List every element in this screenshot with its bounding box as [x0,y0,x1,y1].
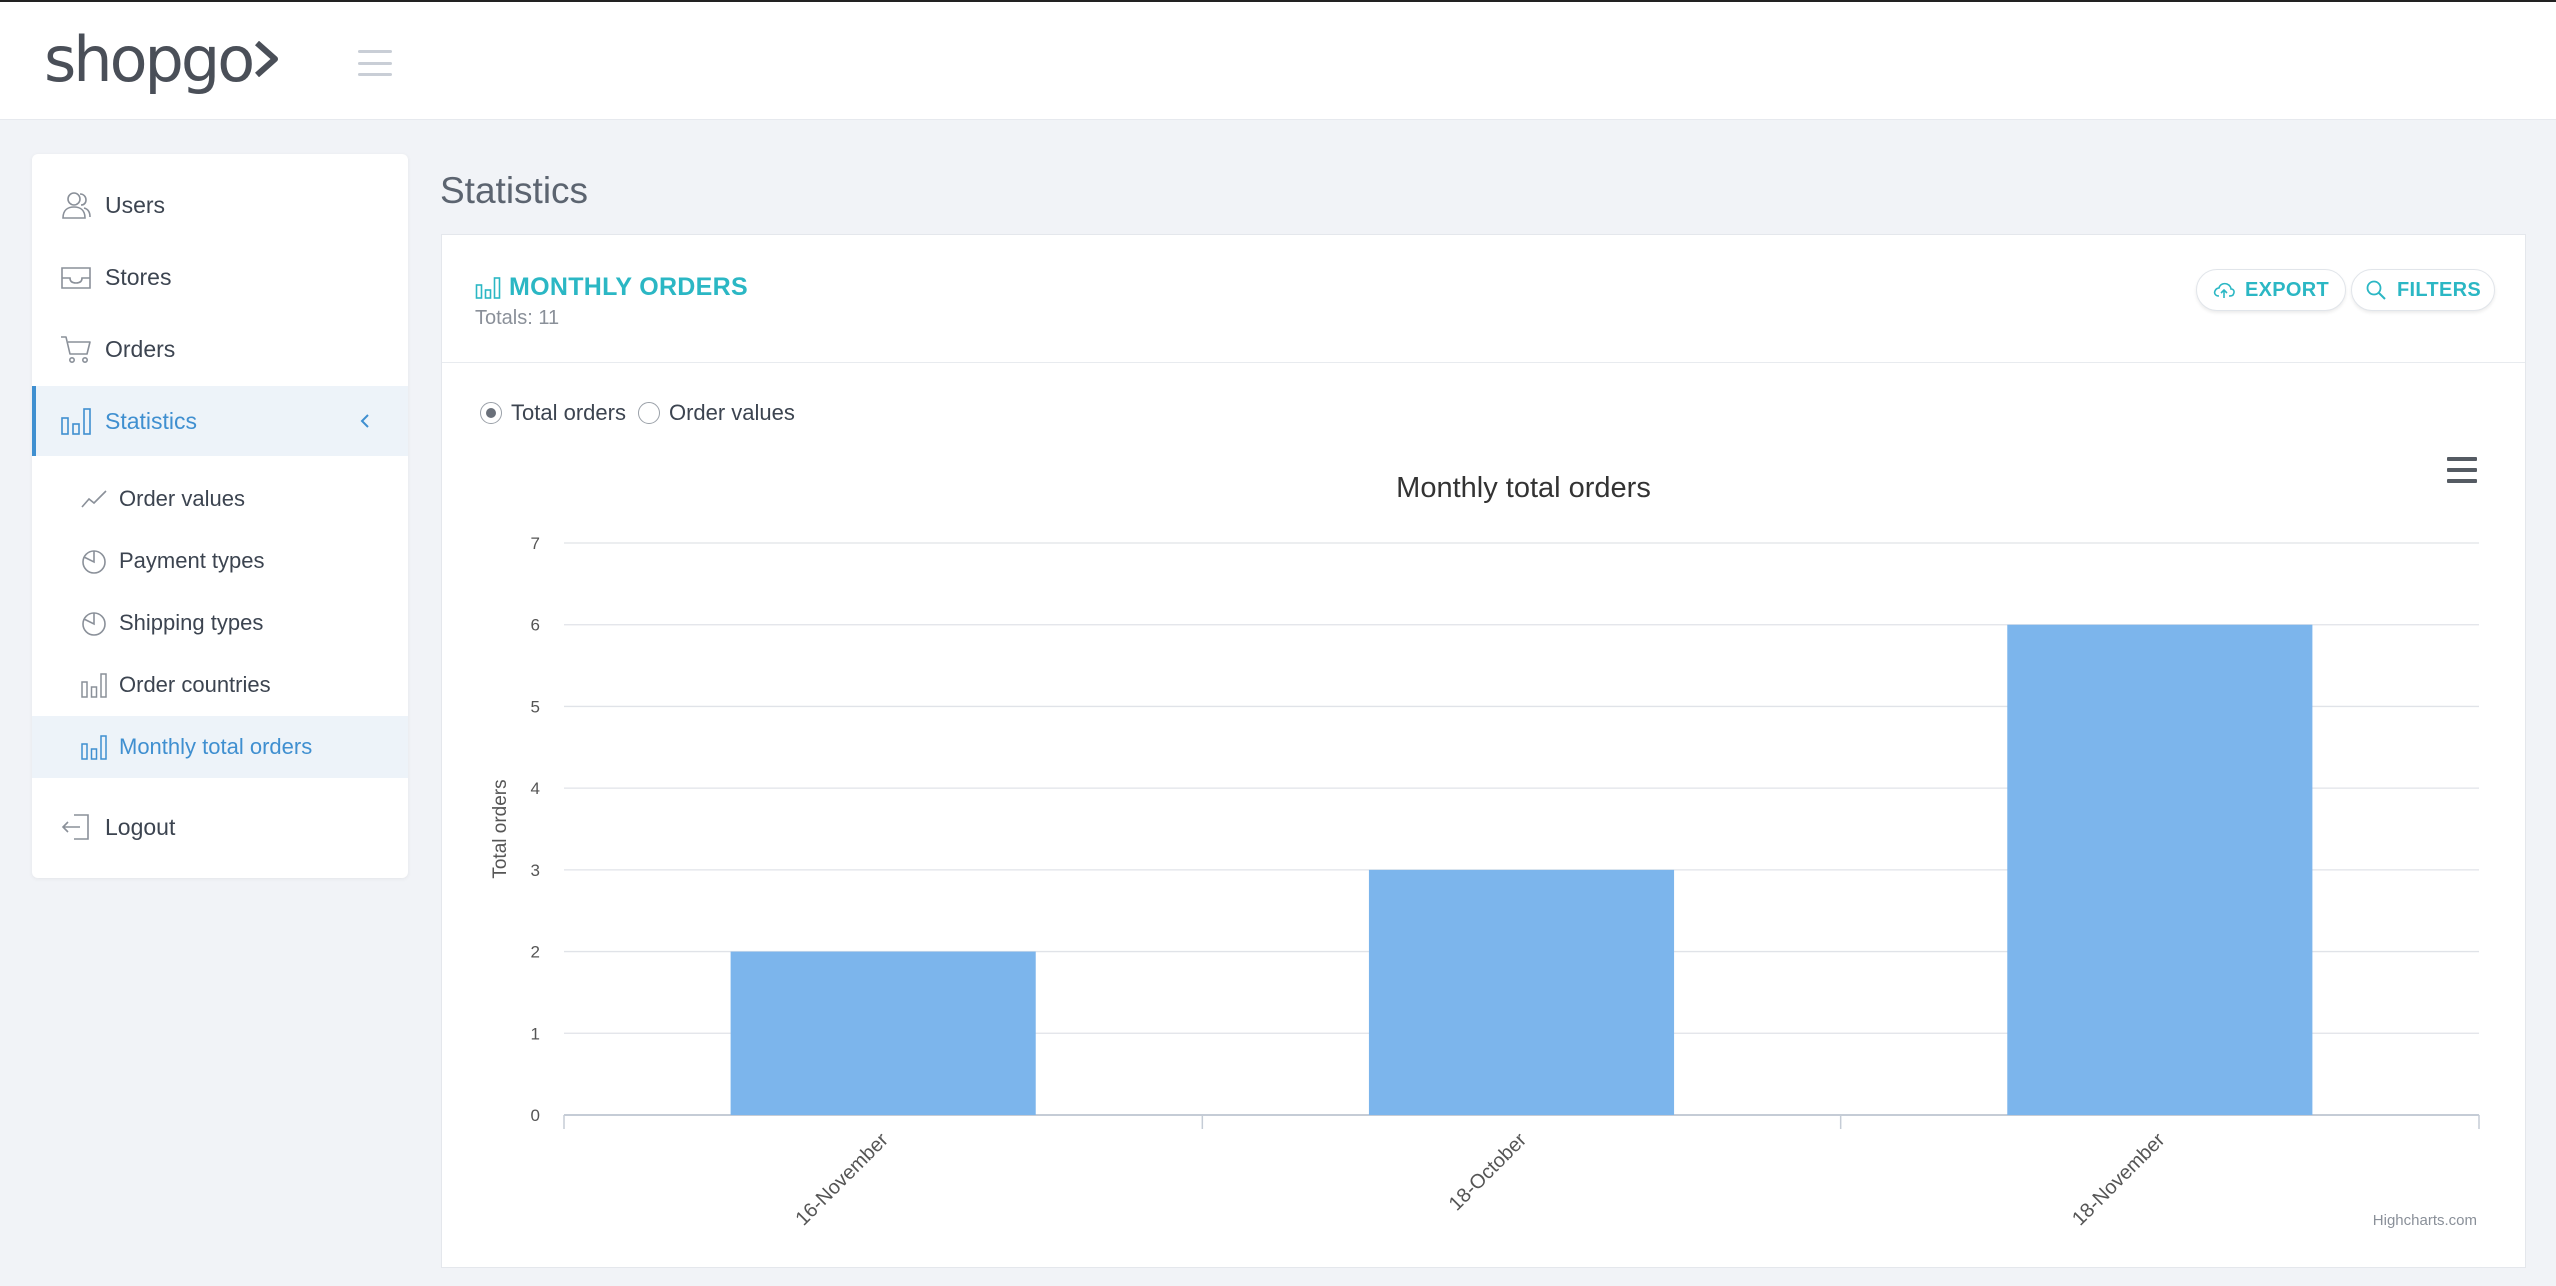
sidebar-item-logout[interactable]: Logout [32,792,408,862]
x-tick-label: 16-November [791,1129,892,1230]
inbox-icon [61,267,91,289]
bar [2007,624,2313,1115]
sidebar-subitem-label: Shipping types [119,610,264,635]
sidebar-subitem-order-countries[interactable]: Order countries [32,654,408,716]
y-tick-label: 5 [531,697,540,716]
y-axis-label: Total orders [490,779,511,878]
chart-title: Monthly total orders [1396,472,1651,504]
radio-button-selected[interactable] [480,402,502,424]
y-tick-label: 7 [531,534,540,553]
logo-text: shopgo [44,22,255,96]
card-title: MONTHLY ORDERS [509,273,748,301]
logo-chevron-icon [255,41,279,77]
radio-total-orders[interactable]: Total orders [480,400,626,426]
radio-label: Order values [668,400,795,425]
sidebar-item-label: Statistics [105,407,198,434]
bar [730,951,1036,1115]
sidebar-subitem-payment-types[interactable]: Payment types [32,530,408,592]
export-button[interactable]: EXPORT [2196,269,2346,311]
cloud-upload-icon [2213,282,2235,298]
sidebar-subitem-label: Order values [119,486,245,511]
filters-label: FILTERS [2397,278,2481,301]
chart-context-menu-icon[interactable] [2447,457,2477,483]
bar-chart-icon [81,673,107,698]
card-header: MONTHLY ORDERS Totals: 11 EXPORT FILTERS [442,235,2525,363]
page-title: Statistics [440,170,589,211]
bar-chart-icon [81,735,107,760]
sidebar-subitem-label: Order countries [119,672,271,697]
card-title-group: MONTHLY ORDERS [475,273,748,302]
top-bar: shopgo [0,0,2556,120]
pie-chart-icon [82,550,106,574]
monthly-orders-card: MONTHLY ORDERS Totals: 11 EXPORT FILTERS… [441,234,2526,1268]
cart-icon [61,336,91,363]
y-tick-label: 0 [531,1106,540,1125]
y-tick-label: 3 [531,861,540,880]
sidebar-item-label: Logout [105,813,176,840]
bar-chart-icon [475,276,501,299]
bar [1368,869,1675,1115]
line-chart-icon [81,490,107,508]
radio-label: Total orders [511,400,626,425]
menu-toggle-icon[interactable] [358,50,392,76]
sidebar-item-users[interactable]: Users [32,170,408,240]
chart-mode-radio-group: Total orders Order values [480,400,807,426]
bar-chart-icon [61,408,91,435]
x-tick-label: 18-November [2068,1129,2169,1230]
monthly-total-orders-chart: Monthly total orders 0 1 2 3 4 5 6 7 Total orders… [490,472,2480,1230]
search-icon [2366,280,2386,300]
y-tick-label: 6 [531,616,540,635]
export-label: EXPORT [2244,278,2330,301]
sidebar-item-statistics[interactable]: Statistics [32,386,408,456]
radio-order-values[interactable]: Order values [637,400,795,426]
sidebar-item-label: Orders [105,335,176,362]
chevron-left-icon[interactable] [358,410,372,432]
sidebar-subitem-label: Payment types [119,548,265,573]
sidebar-item-orders[interactable]: Orders [32,314,408,384]
sidebar-subitem-order-values[interactable]: Order values [32,468,408,530]
sidebar-subitem-shipping-types[interactable]: Shipping types [32,592,408,654]
y-tick-label: 2 [531,943,540,962]
y-tick-label: 1 [531,1024,540,1043]
totals-text: Totals: 11 [475,307,560,329]
pie-chart-icon [82,612,106,636]
y-tick-label: 4 [531,779,540,798]
sidebar-item-stores[interactable]: Stores [32,242,408,312]
filters-button[interactable]: FILTERS [2351,269,2495,311]
sidebar: Users Stores Orders Statistics Order va [32,154,408,878]
x-tick-label: 18-October [1445,1129,1532,1216]
users-icon [62,192,91,219]
sidebar-item-label: Stores [105,263,172,290]
radio-button[interactable] [637,402,660,424]
shopgo-logo[interactable]: shopgo [44,22,279,96]
sidebar-subitem-label: Monthly total orders [119,734,313,759]
sidebar-item-label: Users [105,191,166,218]
sidebar-subitem-monthly-total-orders[interactable]: Monthly total orders [32,716,408,778]
logout-icon [61,814,89,840]
chart-credit[interactable]: Highcharts.com [2372,1212,2477,1229]
